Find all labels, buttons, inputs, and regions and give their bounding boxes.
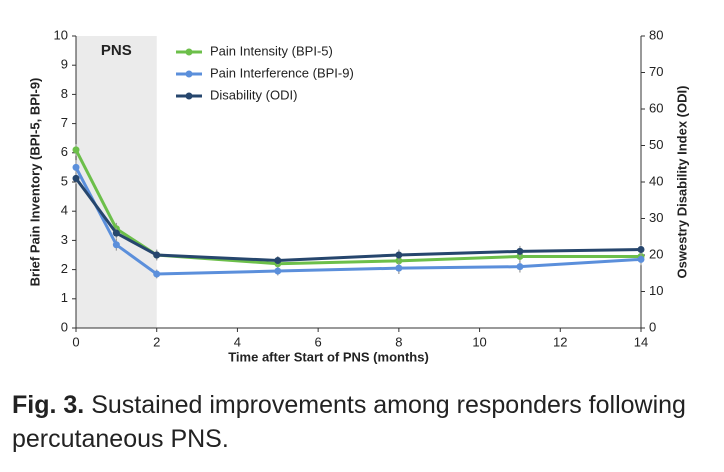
y-tick-label: 3: [61, 232, 68, 247]
shaded-region: [76, 36, 157, 328]
y-tick-label: 6: [61, 144, 68, 159]
point: [72, 146, 80, 154]
point: [274, 256, 282, 264]
caption-label: Fig. 3.: [12, 391, 85, 419]
y-tick-label: 1: [61, 290, 68, 305]
point: [72, 163, 80, 171]
series: [72, 172, 645, 265]
y-tick-label: 4: [61, 203, 68, 218]
legend-label: Pain Interference (BPI-9): [210, 65, 354, 80]
legend-label: Disability (ODI): [210, 87, 297, 102]
point: [153, 270, 161, 278]
y2-tick-label: 0: [649, 319, 656, 334]
caption: Fig. 3. Sustained improvements among res…: [12, 388, 712, 456]
y2-tick-label: 50: [649, 137, 663, 152]
point: [72, 174, 80, 182]
y-axis-label: Brief Pain Inventory (BPI-5, BPI-9): [27, 78, 42, 287]
x-tick-label: 14: [634, 334, 648, 349]
y-tick-label: 9: [61, 57, 68, 72]
x-axis-label: Time after Start of PNS (months): [228, 349, 429, 364]
y2-tick-label: 20: [649, 246, 663, 261]
legend-marker: [185, 92, 193, 100]
y2-axis-label: Oswestry Disability Index (ODI): [674, 86, 689, 279]
point: [112, 229, 120, 237]
series: [72, 160, 645, 279]
y-tick-label: 8: [61, 86, 68, 101]
point: [516, 247, 524, 255]
y-tick-label: 10: [54, 27, 68, 42]
point: [637, 255, 645, 263]
point: [112, 241, 120, 249]
y2-tick-label: 10: [649, 283, 663, 298]
series-line: [74, 177, 642, 262]
point: [395, 257, 403, 265]
point: [637, 246, 645, 254]
legend-marker: [185, 48, 193, 56]
legend-label: Pain Intensity (BPI-5): [210, 43, 333, 58]
y2-tick-label: 30: [649, 210, 663, 225]
series-line: [74, 149, 641, 266]
x-tick-label: 12: [553, 334, 567, 349]
y-tick-label: 2: [61, 261, 68, 276]
y2-tick-label: 40: [649, 173, 663, 188]
point: [274, 267, 282, 275]
y-tick-label: 7: [61, 115, 68, 130]
x-tick-label: 2: [153, 334, 160, 349]
x-tick-label: 4: [234, 334, 241, 349]
y-tick-label: 0: [61, 319, 68, 334]
x-tick-label: 8: [395, 334, 402, 349]
y2-tick-label: 80: [649, 27, 663, 42]
legend-marker: [185, 70, 193, 78]
x-tick-label: 10: [472, 334, 486, 349]
point: [516, 263, 524, 271]
x-tick-label: 6: [315, 334, 322, 349]
point: [395, 251, 403, 259]
caption-text: Sustained improvements among responders …: [12, 391, 686, 453]
point: [153, 251, 161, 259]
y-tick-label: 5: [61, 173, 68, 188]
y2-tick-label: 70: [649, 64, 663, 79]
point: [395, 264, 403, 272]
y2-tick-label: 60: [649, 100, 663, 115]
region-label: PNS: [101, 42, 132, 59]
x-tick-label: 0: [72, 334, 79, 349]
